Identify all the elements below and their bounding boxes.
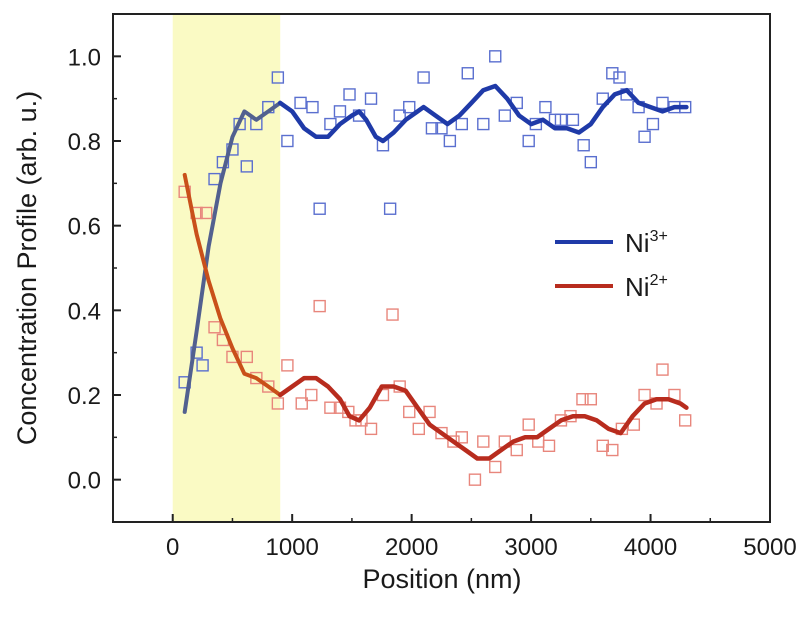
data-point-ni2 bbox=[305, 388, 318, 402]
ticks-layer: 0 1000 2000 3000 4000 5000 0.0 0.2 0.4 0.6 0.8 1.0 bbox=[68, 13, 797, 561]
data-point-ni2 bbox=[295, 397, 308, 410]
legend-label-ni2-sup: 2+ bbox=[650, 272, 668, 289]
data-point-ni3 bbox=[240, 160, 253, 173]
x-tick-label: 4000 bbox=[624, 534, 677, 561]
data-point-ni2 bbox=[178, 185, 191, 199]
data-point-ni2 bbox=[435, 426, 448, 440]
data-point-ni2 bbox=[468, 473, 482, 486]
data-point-ni3 bbox=[477, 117, 490, 131]
data-point-ni2 bbox=[584, 393, 598, 406]
legend-label-ni2-base: Ni bbox=[625, 272, 650, 302]
legend-label-ni3-base: Ni bbox=[625, 228, 650, 258]
data-point-ni2 bbox=[208, 321, 221, 334]
data-point-ni2 bbox=[423, 405, 436, 419]
data-point-ni3 bbox=[606, 67, 619, 80]
data-point-ni3 bbox=[656, 96, 669, 110]
data-point-ni3 bbox=[435, 122, 448, 135]
y-tick-label: 0.4 bbox=[68, 298, 101, 325]
data-point-ni3 bbox=[461, 67, 474, 80]
data-point-ni2 bbox=[596, 439, 609, 452]
fit-line-ni2-highlighted bbox=[182, 172, 283, 397]
x-tick-label: 0 bbox=[166, 534, 179, 561]
data-point-ni2 bbox=[510, 443, 523, 457]
fit-line-ni2 bbox=[277, 375, 689, 461]
data-point-ni2 bbox=[522, 418, 535, 431]
legend: Ni3+ Ni2+ bbox=[555, 228, 668, 302]
x-tick-label: 2000 bbox=[385, 534, 438, 561]
data-point-ni3 bbox=[343, 88, 356, 101]
data-point-ni3 bbox=[313, 202, 326, 215]
y-tick-label: 0.8 bbox=[68, 129, 101, 156]
data-point-ni3 bbox=[324, 117, 337, 131]
data-point-ni3 bbox=[425, 122, 439, 135]
data-point-ni2 bbox=[455, 431, 469, 444]
x-tick-label: 1000 bbox=[265, 534, 318, 561]
data-point-ni2 bbox=[240, 350, 253, 364]
data-point-ni3 bbox=[417, 71, 430, 84]
data-point-ni3 bbox=[613, 71, 626, 84]
fit-line-ni3-highlighted bbox=[182, 100, 283, 414]
data-point-ni2 bbox=[477, 435, 490, 448]
data-point-ni2 bbox=[606, 443, 619, 457]
fit-line-ni3 bbox=[277, 83, 689, 144]
data-point-ni3 bbox=[584, 155, 598, 169]
data-point-ni2 bbox=[542, 439, 556, 452]
data-point-ni3 bbox=[393, 109, 406, 122]
data-point-ni3 bbox=[190, 346, 203, 359]
data-point-ni3 bbox=[498, 109, 512, 122]
x-axis-title: Position (nm) bbox=[362, 564, 521, 594]
data-point-ni3 bbox=[522, 134, 535, 148]
data-point-ni3 bbox=[333, 105, 347, 118]
legend-label-ni3: Ni3+ bbox=[625, 228, 668, 258]
data-point-ni3 bbox=[554, 113, 568, 127]
y-tick-label: 0.0 bbox=[68, 468, 101, 495]
data-point-ni3 bbox=[306, 100, 319, 114]
data-point-ni2 bbox=[364, 422, 378, 436]
y-tick-label: 1.0 bbox=[68, 44, 101, 71]
data-point-ni2 bbox=[656, 363, 669, 376]
data-point-ni2 bbox=[403, 405, 416, 419]
y-tick-label: 0.6 bbox=[68, 214, 101, 241]
x-tick-label: 5000 bbox=[743, 534, 796, 561]
data-point-ni2 bbox=[313, 299, 326, 313]
data-point-ni3 bbox=[489, 50, 502, 63]
data-point-ni3 bbox=[403, 100, 416, 114]
data-point-ni2 bbox=[447, 435, 460, 448]
data-point-ni3 bbox=[281, 134, 294, 148]
data-point-ni3 bbox=[646, 117, 660, 131]
legend-label-ni2: Ni2+ bbox=[625, 272, 668, 302]
data-point-ni2 bbox=[386, 308, 399, 321]
data-point-ni2 bbox=[271, 397, 285, 410]
data-point-ni3 bbox=[443, 134, 457, 148]
data-point-ni3 bbox=[383, 202, 397, 215]
highlight-region bbox=[172, 14, 281, 522]
data-point-ni3 bbox=[196, 359, 209, 372]
data-point-ni3 bbox=[294, 96, 307, 110]
data-point-ni2 bbox=[678, 414, 692, 427]
data-point-ni3 bbox=[271, 71, 285, 84]
data-point-ni3 bbox=[638, 130, 651, 143]
data-point-ni2 bbox=[489, 460, 502, 474]
data-point-ni2 bbox=[638, 388, 651, 402]
y-axis-title: Concentration Profile (arb. u.) bbox=[12, 91, 42, 445]
data-point-ni2 bbox=[324, 401, 337, 414]
data-point-ni2 bbox=[262, 380, 275, 393]
data-point-ni2 bbox=[576, 393, 589, 406]
legend-label-ni3-sup: 3+ bbox=[650, 228, 668, 245]
series-layer bbox=[178, 50, 692, 486]
data-point-ni3 bbox=[577, 139, 590, 152]
data-point-ni2 bbox=[412, 422, 426, 436]
data-point-ni3 bbox=[455, 117, 469, 131]
data-point-ni3 bbox=[364, 92, 378, 105]
x-tick-label: 3000 bbox=[504, 534, 557, 561]
data-point-ni2 bbox=[199, 206, 213, 220]
data-point-ni2 bbox=[281, 359, 294, 372]
data-point-ni3 bbox=[566, 113, 580, 127]
data-point-ni3 bbox=[539, 100, 552, 114]
y-tick-label: 0.2 bbox=[68, 383, 101, 410]
